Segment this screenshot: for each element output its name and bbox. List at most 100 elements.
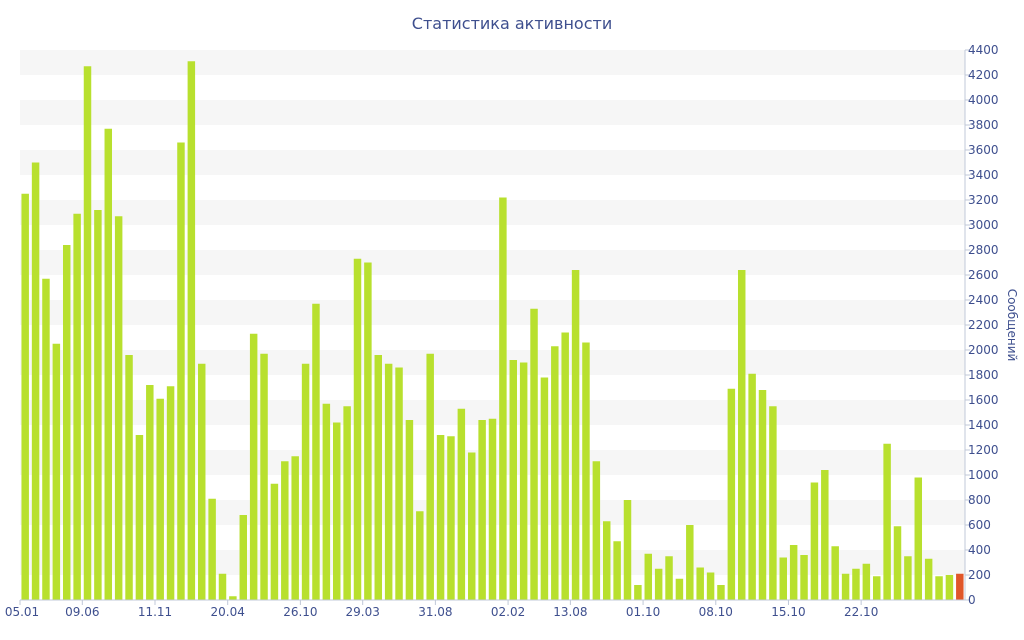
bar bbox=[509, 360, 518, 600]
bar bbox=[436, 435, 445, 600]
bar bbox=[94, 210, 102, 600]
bar bbox=[374, 355, 383, 600]
bar bbox=[924, 558, 933, 600]
bar bbox=[737, 270, 746, 600]
y-tick-label: 1400 bbox=[968, 418, 999, 432]
bar bbox=[904, 556, 912, 600]
y-tick-label: 4200 bbox=[968, 68, 999, 82]
bar bbox=[73, 213, 81, 600]
bar bbox=[457, 408, 466, 600]
y-tick-label: 200 bbox=[968, 568, 991, 582]
bar bbox=[42, 278, 50, 600]
bar bbox=[177, 142, 185, 600]
x-tick-label: 01.10 bbox=[626, 605, 660, 619]
bar bbox=[613, 541, 621, 600]
bar bbox=[499, 197, 507, 600]
bar bbox=[914, 477, 923, 600]
y-tick-label: 3600 bbox=[968, 143, 999, 157]
bar bbox=[426, 353, 434, 600]
bar bbox=[291, 456, 299, 600]
x-tick-label: 02.02 bbox=[491, 605, 525, 619]
bar bbox=[748, 373, 756, 600]
bar bbox=[727, 388, 736, 600]
y-tick-label: 2600 bbox=[968, 268, 999, 282]
y-tick-label: 1600 bbox=[968, 393, 999, 407]
bar bbox=[789, 545, 798, 600]
bar bbox=[519, 362, 528, 600]
y-tick-label: 600 bbox=[968, 518, 991, 532]
bar bbox=[135, 435, 144, 600]
bar bbox=[800, 555, 808, 600]
y-tick-label: 4400 bbox=[968, 43, 999, 57]
y-tick-label: 3800 bbox=[968, 118, 999, 132]
grid-band bbox=[20, 350, 965, 375]
bar bbox=[249, 333, 258, 600]
bar bbox=[239, 515, 248, 600]
bar bbox=[654, 568, 663, 600]
bar bbox=[21, 193, 29, 600]
bar bbox=[353, 258, 362, 600]
bar bbox=[634, 585, 642, 600]
bar bbox=[696, 567, 704, 600]
bar bbox=[146, 385, 154, 600]
bar bbox=[893, 526, 902, 600]
bar bbox=[592, 461, 601, 600]
y-tick-label: 3200 bbox=[968, 193, 999, 207]
bar bbox=[665, 556, 673, 600]
bar bbox=[332, 422, 341, 600]
x-tick-label: 08.10 bbox=[699, 605, 733, 619]
grid-band bbox=[20, 150, 965, 175]
bar bbox=[166, 386, 175, 600]
y-tick-label: 3000 bbox=[968, 218, 999, 232]
bar bbox=[686, 525, 694, 600]
bar bbox=[872, 576, 881, 600]
bar bbox=[551, 346, 559, 600]
bar bbox=[582, 342, 590, 600]
x-tick-label: 31.08 bbox=[418, 605, 452, 619]
bar bbox=[343, 406, 351, 600]
y-tick-label: 800 bbox=[968, 493, 991, 507]
bar bbox=[83, 66, 92, 600]
bar bbox=[561, 332, 569, 600]
bar bbox=[488, 418, 497, 600]
bar bbox=[883, 443, 891, 600]
bar bbox=[758, 390, 767, 600]
bar bbox=[364, 262, 372, 600]
bar bbox=[384, 363, 393, 600]
bar bbox=[52, 343, 61, 600]
y-tick-label: 2000 bbox=[968, 343, 999, 357]
x-tick-label: 22.10 bbox=[844, 605, 878, 619]
y-axis-title: Сообщений bbox=[1005, 289, 1019, 362]
bar bbox=[852, 568, 860, 600]
grid-band bbox=[20, 200, 965, 225]
x-tick-label: 11.11 bbox=[138, 605, 172, 619]
bar bbox=[862, 563, 871, 600]
bar bbox=[156, 398, 164, 600]
bar bbox=[62, 245, 71, 600]
x-tick-label: 05.01 bbox=[5, 605, 39, 619]
x-tick-label: 29.03 bbox=[346, 605, 380, 619]
bar bbox=[945, 575, 954, 600]
bar bbox=[104, 128, 113, 600]
x-tick-label: 15.10 bbox=[771, 605, 805, 619]
chart-title: Статистика активности bbox=[411, 14, 613, 33]
bar bbox=[416, 511, 424, 600]
y-tick-label: 0 bbox=[968, 593, 976, 607]
bar bbox=[31, 162, 40, 600]
x-tick-label: 20.04 bbox=[211, 605, 245, 619]
bar bbox=[270, 483, 279, 600]
bar bbox=[571, 270, 580, 600]
bar bbox=[810, 482, 819, 600]
y-tick-label: 400 bbox=[968, 543, 991, 557]
x-tick-label: 13.08 bbox=[553, 605, 587, 619]
bar bbox=[197, 363, 206, 600]
x-tick-label: 09.06 bbox=[65, 605, 99, 619]
grid-band bbox=[20, 50, 965, 75]
bar bbox=[831, 546, 839, 600]
bar bbox=[530, 308, 538, 600]
y-tick-label: 2800 bbox=[968, 243, 999, 257]
bar bbox=[540, 377, 549, 600]
y-tick-label: 3400 bbox=[968, 168, 999, 182]
bar bbox=[478, 420, 486, 600]
